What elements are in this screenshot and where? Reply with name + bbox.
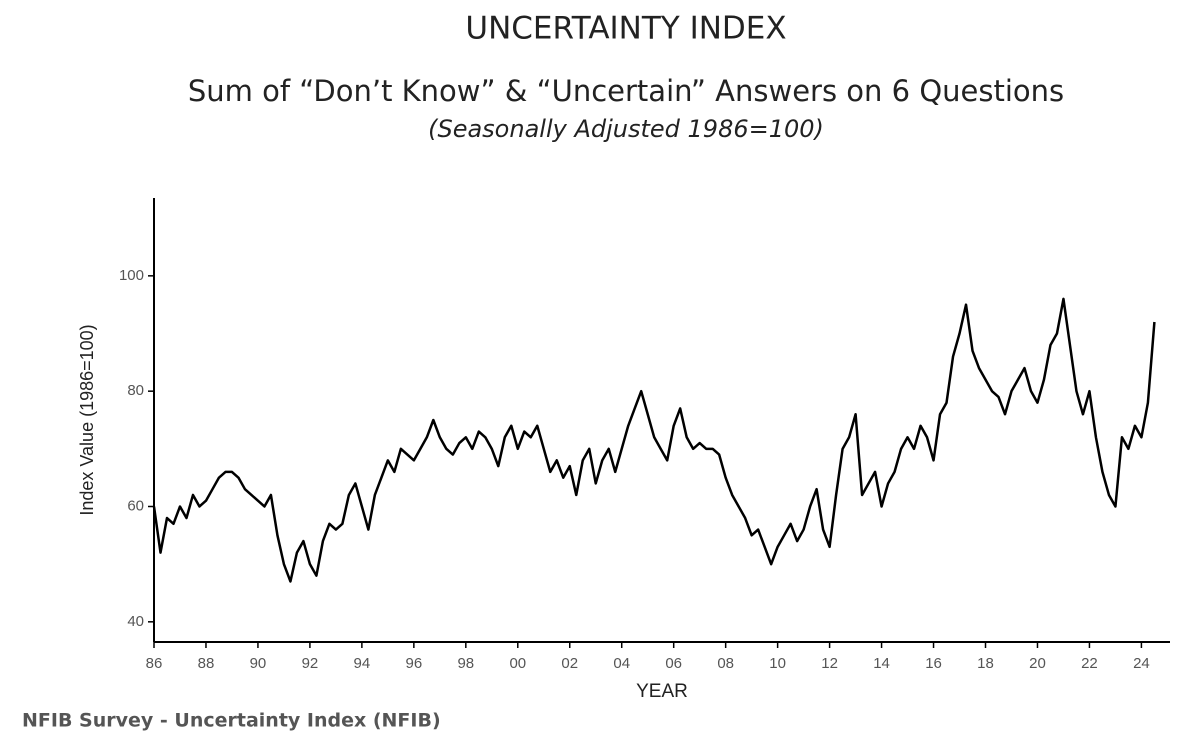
x-tick-label: 94	[354, 655, 371, 672]
chart-title: UNCERTAINTY INDEX	[465, 11, 786, 47]
x-tick-label: 92	[302, 655, 319, 672]
x-tick-label: 02	[561, 655, 578, 672]
x-tick-label: 22	[1081, 655, 1098, 672]
chart-note: (Seasonally Adjusted 1986=100)	[428, 115, 824, 143]
x-tick-label: 10	[769, 655, 786, 672]
x-tick-label: 06	[665, 655, 682, 672]
x-tick-label: 16	[925, 655, 942, 672]
x-tick-label: 00	[509, 655, 526, 672]
x-axis-label: YEAR	[636, 681, 688, 702]
y-tick-label: 80	[127, 382, 144, 399]
x-tick-label: 24	[1133, 655, 1150, 672]
x-tick-label: 14	[873, 655, 890, 672]
y-axis-label: Index Value (1986=100)	[77, 324, 97, 515]
x-tick-label: 88	[198, 655, 215, 672]
x-tick-label: 12	[821, 655, 838, 672]
x-tick-label: 18	[977, 655, 994, 672]
chart-subtitle: Sum of “Don’t Know” & “Uncertain” Answer…	[188, 74, 1064, 108]
source: NFIB Survey - Uncertainty Index (NFIB)	[22, 710, 441, 732]
x-tick-label: 86	[146, 655, 163, 672]
x-tick-label: 04	[613, 655, 630, 672]
x-tick-label: 96	[406, 655, 423, 672]
x-tick-label: 90	[250, 655, 267, 672]
line-series	[152, 297, 1156, 583]
y-tick-label: 40	[127, 613, 144, 630]
y-tick-label: 60	[127, 497, 144, 514]
x-tick-label: 98	[457, 655, 474, 672]
y-tick-label: 100	[119, 267, 144, 284]
x-tick-label: 20	[1029, 655, 1046, 672]
x-tick-label: 08	[717, 655, 734, 672]
